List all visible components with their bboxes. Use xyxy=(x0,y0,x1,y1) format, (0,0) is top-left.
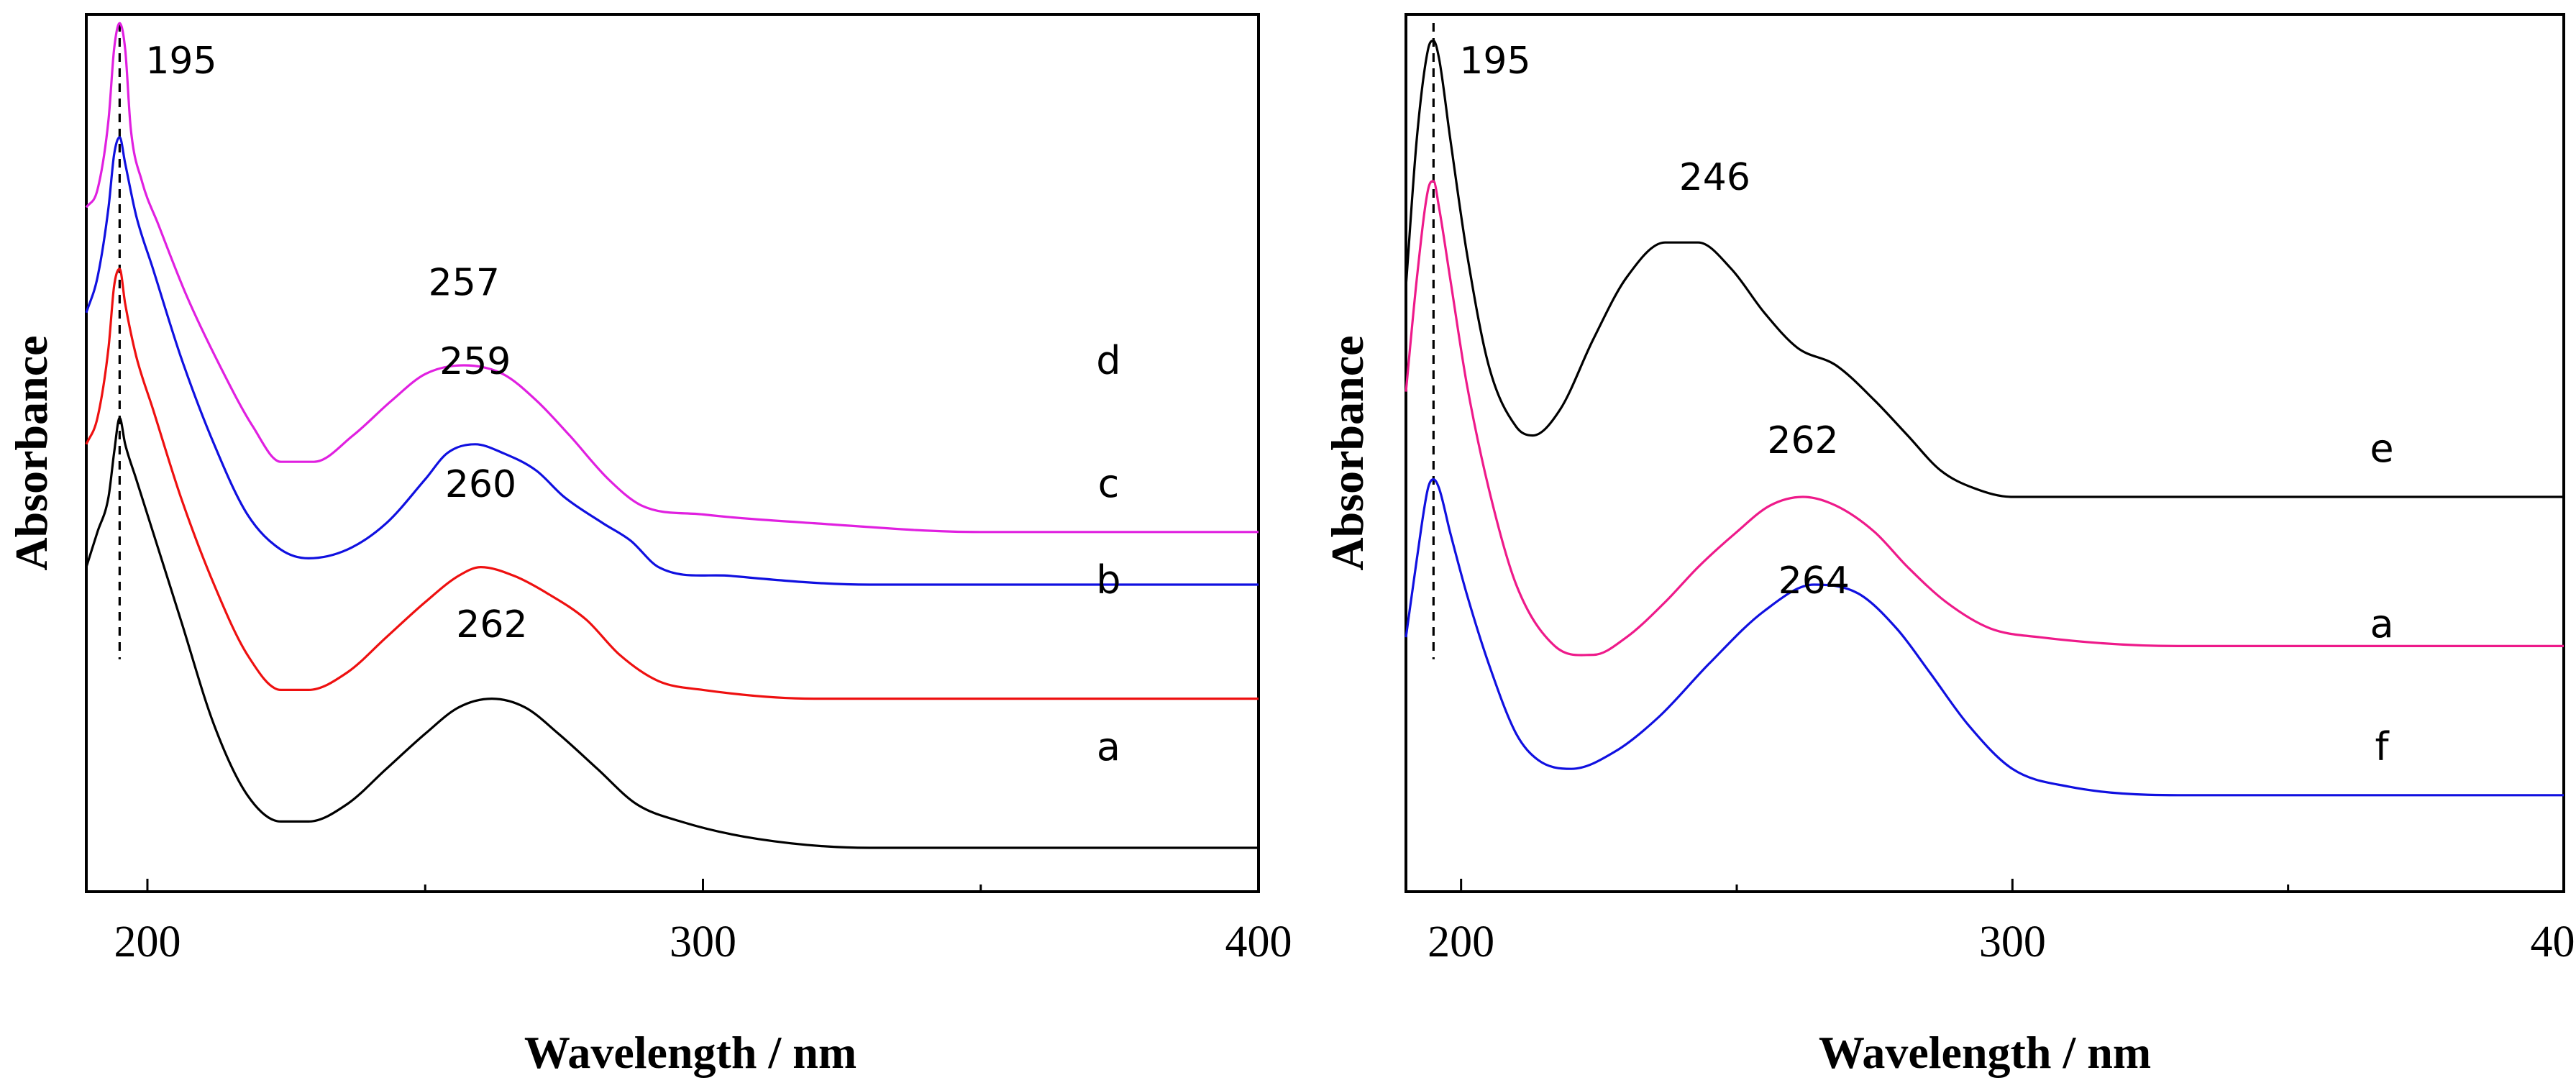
left-panel: Wavelength / nm Absorbance 200 300 400 195… xyxy=(6,13,1292,1078)
right-plot-frame xyxy=(1405,13,2565,893)
right-x-ticks: 200 300 400 xyxy=(1428,879,2576,966)
left-series-group xyxy=(85,22,1259,849)
left-x-tick-label-300: 300 xyxy=(670,918,736,966)
left-x-tick-label-200: 200 xyxy=(114,918,181,966)
right-curve-label-a: a xyxy=(2370,601,2393,646)
right-series-f-line xyxy=(1405,478,2564,797)
left-reference-line-label: 195 xyxy=(145,40,216,83)
left-curve-label-c: c xyxy=(1098,461,1120,506)
left-reference-line-group: 195 xyxy=(118,23,217,659)
right-series-a-line xyxy=(1405,180,2564,657)
right-peak-label-246: 246 xyxy=(1679,156,1750,199)
left-peak-label-259: 259 xyxy=(439,340,511,383)
left-series-c-line xyxy=(85,136,1259,586)
left-curve-label-a: a xyxy=(1097,724,1120,769)
right-curve-label-e: e xyxy=(2370,426,2393,471)
right-x-tick-label-400: 400 xyxy=(2531,918,2576,966)
right-x-tick-label-200: 200 xyxy=(1428,918,1494,966)
right-x-tick-label-300: 300 xyxy=(1979,918,2046,966)
left-series-b-line xyxy=(85,268,1259,700)
left-series-d-line xyxy=(85,22,1259,534)
right-reference-line-label: 195 xyxy=(1459,40,1530,83)
left-peak-label-257: 257 xyxy=(429,261,500,304)
left-x-tick-label-400: 400 xyxy=(1225,918,1292,966)
left-series-a-line xyxy=(85,416,1259,849)
right-annotations: 246 262 264 e a f xyxy=(1679,156,2394,769)
right-peak-label-264: 264 xyxy=(1778,559,1850,603)
left-x-axis-title: Wavelength / nm xyxy=(524,1027,857,1078)
left-annotations: 257 259 260 262 d c b a xyxy=(429,261,1121,769)
right-x-axis-title: Wavelength / nm xyxy=(1819,1027,2151,1078)
right-curve-label-f: f xyxy=(2375,724,2390,769)
left-y-axis-title: Absorbance xyxy=(6,335,57,570)
right-series-group xyxy=(1405,40,2564,797)
right-panel: Wavelength / nm Absorbance 200 300 400 195… xyxy=(1322,13,2576,1078)
left-x-ticks: 200 300 400 xyxy=(114,879,1292,966)
left-curve-label-d: d xyxy=(1096,338,1120,383)
right-y-axis-title: Absorbance xyxy=(1322,335,1373,570)
left-curve-label-b: b xyxy=(1096,557,1120,603)
left-peak-label-260: 260 xyxy=(445,463,516,506)
left-peak-label-262: 262 xyxy=(456,603,527,646)
right-peak-label-262: 262 xyxy=(1767,419,1838,462)
right-reference-line-group: 195 xyxy=(1432,23,1531,659)
right-series-e-line xyxy=(1405,40,2564,498)
left-plot-frame xyxy=(85,13,1260,893)
